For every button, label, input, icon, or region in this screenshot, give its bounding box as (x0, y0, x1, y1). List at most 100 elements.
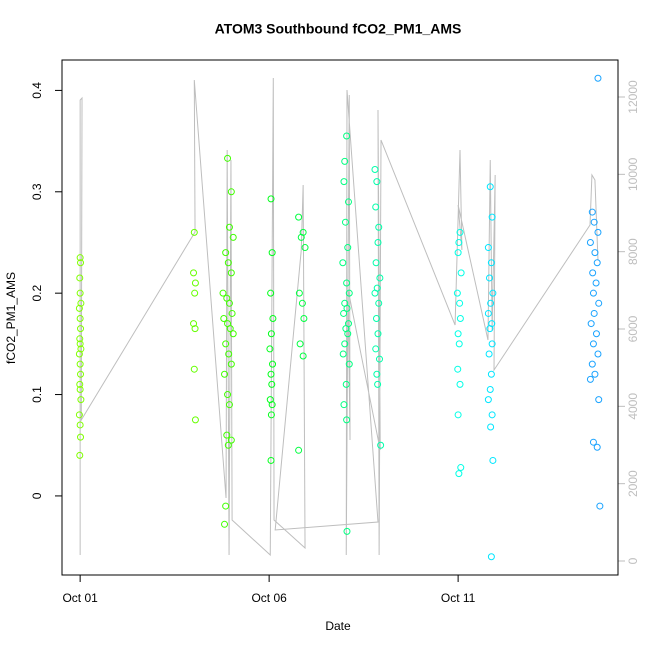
data-point (76, 385, 84, 393)
data-point (190, 365, 198, 373)
data-point (485, 350, 493, 358)
data-point (371, 165, 379, 173)
data-point (487, 423, 495, 431)
data-point (372, 259, 380, 267)
data-point (487, 299, 495, 307)
data-point (590, 309, 598, 317)
data-point (269, 360, 277, 368)
data-point (595, 299, 603, 307)
data-point (268, 249, 276, 257)
data-point (345, 198, 353, 206)
data-point (456, 299, 464, 307)
data-point (487, 259, 495, 267)
data-point (488, 411, 496, 419)
data-point (227, 269, 235, 277)
data-point (267, 195, 275, 203)
data-point (489, 456, 497, 464)
data-point (76, 380, 84, 388)
data-point (589, 269, 597, 277)
y-tick-label: 0.2 (30, 285, 44, 302)
data-point (269, 315, 277, 323)
data-point (486, 183, 494, 191)
data-point (486, 325, 494, 333)
data-point (295, 289, 303, 297)
data-point (343, 416, 351, 424)
data-point (77, 345, 85, 353)
data-point (225, 350, 233, 358)
data-point (75, 304, 83, 312)
data-point (224, 259, 232, 267)
data-point (372, 315, 380, 323)
data-point (226, 325, 234, 333)
data-point (341, 218, 349, 226)
data-point (590, 218, 598, 226)
data-point (589, 289, 597, 297)
data-point (220, 315, 228, 323)
data-point (454, 249, 462, 257)
data-point (224, 441, 232, 449)
y-axis-label: fCO2_PM1_AMS (4, 272, 18, 364)
data-point (295, 446, 303, 454)
data-point (373, 178, 381, 186)
data-point (454, 365, 462, 373)
data-point (342, 380, 350, 388)
data-point (454, 411, 462, 419)
data-point (592, 279, 600, 287)
y2-tick-label: 2000 (626, 470, 640, 497)
data-point (488, 213, 496, 221)
data-point (76, 360, 84, 368)
x-tick-label: Oct 01 (62, 591, 98, 605)
data-point (373, 370, 381, 378)
data-point (229, 330, 237, 338)
data-point (485, 274, 493, 282)
data-point (223, 431, 231, 439)
data-point (339, 350, 347, 358)
data-point (456, 380, 464, 388)
data-point (339, 259, 347, 267)
data-point (267, 370, 275, 378)
y2-tick-label: 12000 (626, 80, 640, 114)
data-point (343, 132, 351, 140)
y2-tick-label: 0 (626, 557, 640, 564)
data-point (225, 223, 233, 231)
data-point (374, 380, 382, 388)
data-point (301, 244, 309, 252)
data-point (455, 238, 463, 246)
data-point (340, 401, 348, 409)
data-point (457, 269, 465, 277)
y2-tick-label: 8000 (626, 238, 640, 265)
data-point (453, 289, 461, 297)
data-point (591, 249, 599, 257)
data-point (340, 309, 348, 317)
data-point (341, 340, 349, 348)
data-point (229, 233, 237, 241)
data-point (76, 315, 84, 323)
y-tick-label: 0.1 (30, 386, 44, 403)
data-point (227, 360, 235, 368)
data-point (225, 299, 233, 307)
data-point (221, 520, 229, 528)
data-point (75, 411, 83, 419)
y-tick-label: 0.4 (30, 82, 44, 99)
y2-tick-label: 6000 (626, 315, 640, 342)
data-point (345, 360, 353, 368)
x-tick-label: Oct 06 (251, 591, 287, 605)
data-point (489, 289, 497, 297)
data-point (76, 340, 84, 348)
data-point (594, 228, 602, 236)
data-point (222, 340, 230, 348)
data-point (76, 421, 84, 429)
data-point (191, 289, 199, 297)
data-point (375, 223, 383, 231)
data-point (297, 233, 305, 241)
data-point (594, 350, 602, 358)
data-point (488, 340, 496, 348)
data-point (295, 213, 303, 221)
data-point (589, 438, 597, 446)
data-point (375, 299, 383, 307)
data-point (221, 370, 229, 378)
chart-title: ATOM3 Southbound fCO2_PM1_AMS (215, 21, 462, 37)
data-point (75, 350, 83, 358)
y-tick-label: 0.3 (30, 183, 44, 200)
data-point (222, 249, 230, 257)
